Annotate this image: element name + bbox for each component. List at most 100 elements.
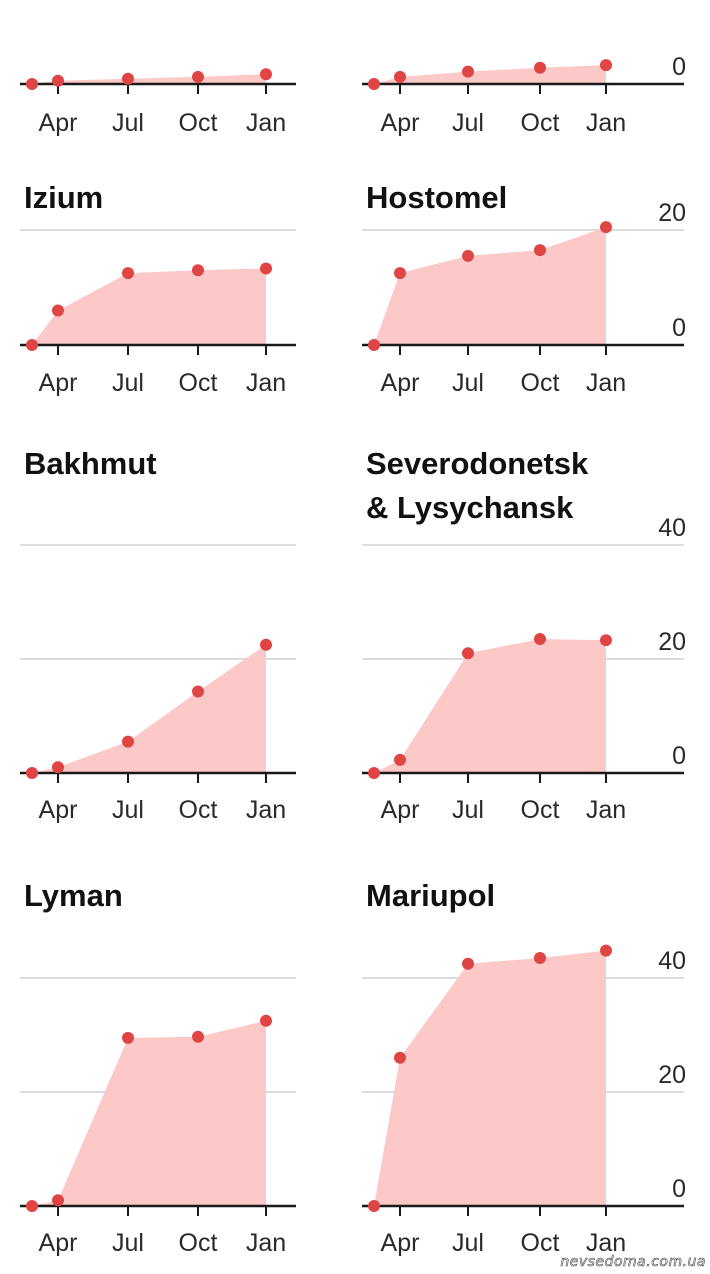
data-point: [192, 685, 204, 698]
data-point: [600, 634, 612, 647]
data-point: [368, 1200, 380, 1212]
x-tick-label: Jan: [246, 109, 286, 137]
x-tick-label: Apr: [39, 109, 78, 137]
y-tick-label: 40: [658, 947, 686, 975]
data-point: [534, 61, 546, 74]
x-tick-label: Apr: [39, 1229, 78, 1257]
panel-8: Mariupol Apr Jul Oct Jan 40 20 0: [362, 878, 686, 1257]
data-point: [260, 262, 272, 275]
panel-1: Apr Jul Oct Jan: [20, 68, 296, 137]
data-point: [462, 249, 474, 262]
area-fill: [374, 639, 606, 773]
x-tick-label: Jul: [112, 369, 144, 397]
data-point: [192, 264, 204, 277]
x-tick-label: Jan: [586, 796, 626, 824]
panel-title: & Lysychansk: [366, 490, 574, 525]
area-fill: [32, 644, 266, 773]
y-tick-label: 0: [672, 742, 686, 770]
data-point: [260, 68, 272, 81]
y-tick-label: 0: [672, 53, 686, 81]
x-tick-label: Jan: [246, 796, 286, 824]
area-fill: [374, 65, 606, 84]
x-tick-label: Oct: [521, 796, 560, 824]
data-point: [52, 761, 64, 774]
panel-title: Hostomel: [366, 180, 507, 215]
panel-6: Severodonetsk & Lysychansk Apr Jul Oct Jan 40 2…: [362, 446, 686, 824]
x-tick-label: Apr: [39, 369, 78, 397]
data-point: [122, 735, 134, 748]
x-tick-label: Apr: [39, 796, 78, 824]
data-point: [462, 957, 474, 970]
x-tick-label: Oct: [179, 1229, 218, 1257]
x-tick-label: Oct: [179, 109, 218, 137]
x-tick-label: Jan: [586, 109, 626, 137]
y-tick-label: 40: [658, 514, 686, 542]
x-tick-label: Oct: [179, 369, 218, 397]
y-tick-label: 0: [672, 314, 686, 342]
y-tick-label: 20: [658, 199, 686, 227]
x-tick-label: Oct: [179, 796, 218, 824]
panel-title: Severodonetsk: [366, 446, 589, 481]
x-tick-label: Jul: [452, 109, 484, 137]
x-tick-label: Apr: [381, 369, 420, 397]
data-point: [534, 244, 546, 257]
data-point: [600, 221, 612, 234]
panel-3: Izium Apr Jul Oct Jan: [20, 180, 296, 397]
panel-title: Bakhmut: [24, 446, 157, 481]
area-fill: [374, 227, 606, 345]
y-tick-label: 20: [658, 628, 686, 656]
area-fill: [32, 1020, 266, 1206]
data-point: [52, 1194, 64, 1207]
data-point: [192, 1030, 204, 1043]
data-point: [394, 1051, 406, 1064]
data-point: [26, 767, 38, 779]
y-tick-label: 0: [672, 1175, 686, 1203]
data-point: [26, 339, 38, 351]
area-fill: [374, 950, 606, 1206]
data-point: [534, 633, 546, 646]
data-point: [122, 72, 134, 85]
data-point: [368, 339, 380, 351]
x-tick-label: Jul: [112, 109, 144, 137]
x-tick-label: Oct: [521, 109, 560, 137]
x-tick-label: Jan: [586, 369, 626, 397]
data-point: [52, 74, 64, 87]
panel-7: Lyman Apr Jul Oct Jan: [20, 878, 296, 1257]
data-point: [260, 1014, 272, 1027]
x-tick-label: Apr: [381, 796, 420, 824]
data-point: [192, 70, 204, 83]
panel-2: Apr Jul Oct Jan 0: [362, 53, 686, 137]
panel-title: Lyman: [24, 878, 123, 913]
x-tick-label: Jul: [452, 1229, 484, 1257]
data-point: [600, 944, 612, 957]
x-tick-label: Jul: [112, 796, 144, 824]
data-point: [462, 65, 474, 78]
x-tick-label: Jul: [112, 1229, 144, 1257]
data-point: [26, 78, 38, 90]
x-tick-label: Jul: [452, 369, 484, 397]
data-point: [122, 267, 134, 280]
x-tick-label: Jan: [586, 1229, 626, 1257]
data-point: [394, 267, 406, 280]
area-fill: [32, 268, 266, 345]
data-point: [534, 952, 546, 965]
data-point: [394, 70, 406, 83]
area-fill: [32, 74, 266, 84]
y-tick-label: 20: [658, 1061, 686, 1089]
data-point: [368, 767, 380, 779]
data-point: [462, 647, 474, 660]
data-point: [260, 638, 272, 651]
data-point: [52, 304, 64, 317]
x-tick-label: Jan: [246, 369, 286, 397]
x-tick-label: Oct: [521, 1229, 560, 1257]
x-tick-label: Apr: [381, 109, 420, 137]
panel-4: Hostomel Apr Jul Oct Jan 20 0: [362, 180, 686, 397]
x-tick-label: Oct: [521, 369, 560, 397]
x-tick-label: Apr: [381, 1229, 420, 1257]
data-point: [394, 753, 406, 766]
x-tick-label: Jan: [246, 1229, 286, 1257]
panel-5: Bakhmut Apr Jul Oct Jan: [20, 446, 296, 824]
x-tick-label: Jul: [452, 796, 484, 824]
panel-title: Izium: [24, 180, 103, 215]
